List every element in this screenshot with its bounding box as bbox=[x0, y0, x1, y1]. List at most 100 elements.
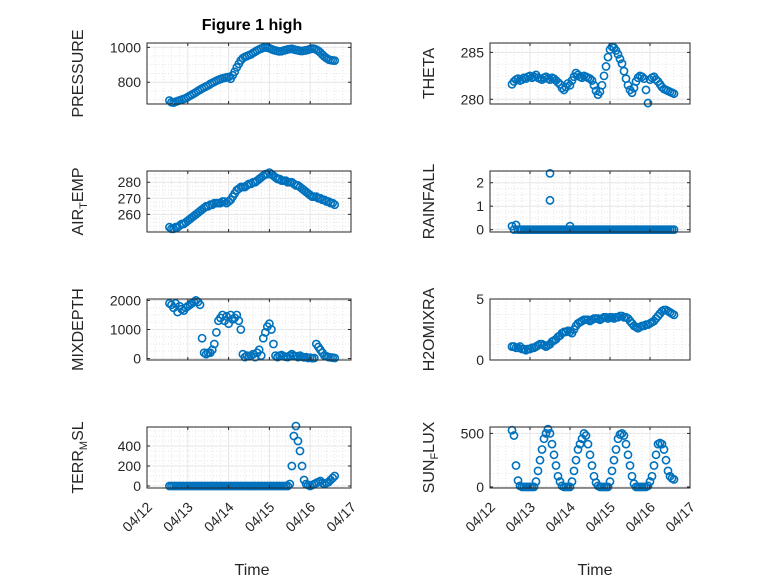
x-tick-label: 04/16 bbox=[282, 499, 318, 535]
subplot-2: 280 285 THETA bbox=[421, 42, 691, 108]
data-point bbox=[599, 71, 609, 81]
y-tick-label: 400 bbox=[118, 438, 142, 454]
data-point bbox=[328, 198, 338, 208]
x-tick-label: 04/17 bbox=[323, 499, 359, 535]
data-point bbox=[531, 477, 541, 486]
data-point bbox=[657, 439, 667, 449]
data-point bbox=[557, 83, 567, 93]
data-point bbox=[613, 49, 623, 59]
data-point bbox=[209, 339, 219, 349]
data-point bbox=[553, 78, 563, 87]
x-axis-label-right: Time bbox=[578, 562, 613, 579]
y-tick-label: 2000 bbox=[110, 292, 141, 308]
data-point bbox=[545, 75, 555, 84]
data-point bbox=[633, 73, 643, 83]
data-point bbox=[585, 74, 595, 84]
y-tick-label: 280 bbox=[118, 174, 142, 190]
data-point bbox=[615, 54, 625, 64]
data-point bbox=[617, 429, 627, 438]
data-point bbox=[547, 439, 557, 449]
data-point bbox=[549, 450, 559, 460]
axes-box bbox=[489, 170, 691, 233]
data-point bbox=[573, 445, 583, 454]
data-point bbox=[545, 429, 555, 438]
data-point bbox=[224, 72, 233, 82]
y-tick-label: 1000 bbox=[110, 39, 141, 55]
data-point bbox=[250, 352, 260, 362]
data-point bbox=[533, 466, 543, 476]
data-point bbox=[669, 89, 679, 99]
data-point bbox=[639, 74, 649, 84]
data-point bbox=[579, 429, 589, 438]
y-tick-label: 800 bbox=[118, 74, 142, 90]
y-tick-label: 285 bbox=[461, 44, 485, 60]
axes-box bbox=[146, 426, 352, 489]
data-point bbox=[569, 466, 579, 476]
data-point bbox=[197, 333, 207, 343]
data-point bbox=[543, 424, 553, 434]
data-point bbox=[627, 88, 637, 98]
data-point bbox=[216, 198, 225, 208]
data-point bbox=[625, 461, 635, 470]
data-point bbox=[287, 461, 297, 471]
y-axis-label: THETA bbox=[421, 48, 438, 100]
subplot-4: 0 1 2 RAINFALL bbox=[421, 164, 691, 239]
data-point bbox=[297, 461, 307, 471]
y-axis-label: SUNFLUX bbox=[421, 421, 441, 493]
data-point bbox=[663, 466, 673, 476]
data-point bbox=[330, 200, 340, 210]
data-point bbox=[195, 300, 205, 310]
data-point bbox=[525, 71, 535, 81]
y-tick-label: 1000 bbox=[110, 322, 141, 338]
y-tick-label: 200 bbox=[118, 458, 142, 474]
data-point bbox=[643, 481, 653, 491]
data-point bbox=[509, 225, 519, 235]
data-point bbox=[269, 339, 278, 349]
subplot-5: 0 1000 2000 MIXDEPTH bbox=[70, 288, 352, 371]
data-point bbox=[535, 455, 545, 465]
y-tick-label: 0 bbox=[476, 352, 484, 368]
plot-area bbox=[490, 171, 690, 232]
data-point bbox=[607, 466, 617, 476]
data-point bbox=[201, 349, 211, 359]
y-axis-label: AIRTEMP bbox=[70, 167, 90, 235]
y-tick-label: 1 bbox=[476, 198, 484, 214]
y-tick-label: 270 bbox=[118, 190, 142, 206]
data-point bbox=[553, 471, 563, 481]
data-point bbox=[669, 310, 679, 320]
data-point bbox=[577, 73, 587, 83]
data-point bbox=[165, 222, 174, 232]
data-point bbox=[236, 325, 246, 334]
y-tick-label: 260 bbox=[118, 206, 142, 222]
data-point bbox=[330, 471, 340, 481]
axes-box bbox=[489, 426, 691, 489]
subplot-6: 0 5 H2OMIXRA bbox=[421, 287, 691, 371]
data-point bbox=[587, 461, 597, 470]
data-point bbox=[567, 477, 577, 486]
data-point bbox=[623, 450, 633, 460]
data-point bbox=[267, 325, 276, 334]
data-point bbox=[597, 80, 607, 90]
x-tick-label: 04/14 bbox=[201, 499, 237, 535]
x-tick-label: 04/16 bbox=[622, 499, 658, 535]
data-point bbox=[541, 429, 551, 438]
data-point bbox=[651, 450, 661, 460]
data-point bbox=[603, 482, 613, 492]
y-tick-label: 5 bbox=[476, 291, 484, 307]
axes-box bbox=[146, 170, 352, 233]
data-point bbox=[240, 352, 250, 362]
data-point bbox=[565, 80, 575, 90]
data-point bbox=[647, 471, 657, 481]
x-tick-label: 04/14 bbox=[542, 499, 578, 535]
x-tick-label: 04/12 bbox=[119, 499, 155, 535]
x-tick-label: 04/15 bbox=[241, 499, 277, 535]
data-point bbox=[545, 195, 555, 205]
subplot-8: 0 500 SUNFLUX 04/12 04/13 04/14 04/15 04/16 04/1… bbox=[421, 421, 698, 535]
data-point bbox=[283, 481, 293, 491]
y-tick-label: 0 bbox=[476, 222, 484, 238]
y-tick-label: 2 bbox=[476, 175, 484, 191]
y-axis-label: PRESSURE bbox=[70, 29, 87, 117]
